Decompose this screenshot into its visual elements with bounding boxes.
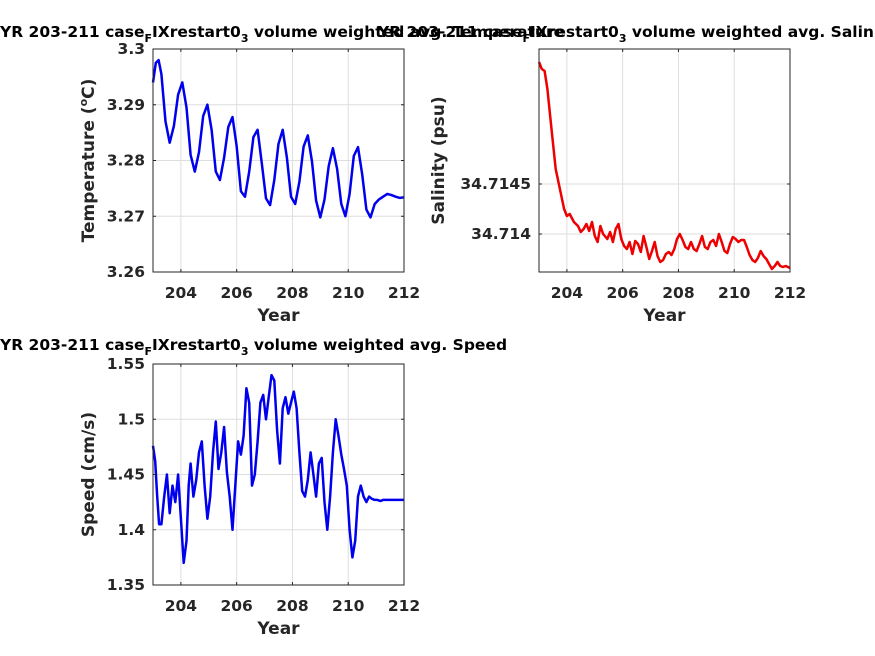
x-tick-label: 210 [332, 284, 365, 302]
salinity-panel: 204 206 208 210 212 34.714 34.7145 Year Salinity… [377, 23, 875, 326]
x-axis-label: Year [256, 619, 300, 639]
x-tick-label: 212 [774, 284, 806, 302]
y-tick-label: 1.5 [118, 410, 145, 428]
series-line [151, 373, 404, 565]
x-tick-label: 212 [388, 597, 420, 615]
x-axis-label: Year [256, 306, 300, 326]
chart-title: YR 203-211 caseFIXrestart03 volume weigh… [0, 23, 564, 45]
y-axis-label: Temperature (oC) [77, 79, 99, 243]
x-axis-label: Year [642, 306, 686, 326]
series-line [537, 61, 791, 271]
y-axis-label: Salinity (psu) [429, 96, 449, 224]
y-axis-label: Speed (cm/s) [79, 412, 99, 537]
y-tick-label: 3.27 [107, 207, 145, 225]
series-line [151, 58, 405, 219]
axes-frame [538, 48, 791, 273]
y-tick-label: 34.7145 [460, 175, 531, 193]
chart-title: YR 203-211 caseFIXrestart03 volume weigh… [0, 336, 507, 358]
y-tick-label: 1.4 [118, 521, 146, 539]
x-tick-label: 206 [220, 597, 252, 615]
x-tick-label: 208 [276, 597, 308, 615]
y-tick-label: 34.714 [471, 225, 531, 243]
x-tick-label: 204 [165, 597, 198, 615]
x-tick-label: 206 [606, 284, 638, 302]
x-tick-label: 204 [551, 284, 584, 302]
y-tick-label: 3.28 [107, 152, 145, 170]
x-tick-label: 210 [718, 284, 751, 302]
chart-title: YR 203-211 caseFIXrestart03 volume weigh… [377, 23, 875, 45]
y-tick-label: 3.29 [107, 96, 145, 114]
y-tick-label: 3.26 [107, 263, 145, 281]
x-tick-label: 210 [332, 597, 365, 615]
y-tick-label: 1.35 [107, 576, 145, 594]
x-tick-label: 206 [220, 284, 252, 302]
x-tick-label: 212 [388, 284, 420, 302]
x-tick-label: 208 [662, 284, 694, 302]
y-tick-label: 3.3 [118, 40, 145, 58]
speed-panel: 204 206 208 210 212 1.35 1.4 1.45 1.5 1.55 Year Spe… [0, 336, 507, 639]
y-tick-label: 1.45 [107, 466, 145, 484]
temperature-panel: 204 206 208 210 212 3.26 3.27 3.28 3.29 3.3 Year Te… [0, 23, 564, 326]
x-tick-label: 208 [276, 284, 308, 302]
y-tick-label: 1.55 [107, 355, 145, 373]
x-tick-label: 204 [165, 284, 198, 302]
